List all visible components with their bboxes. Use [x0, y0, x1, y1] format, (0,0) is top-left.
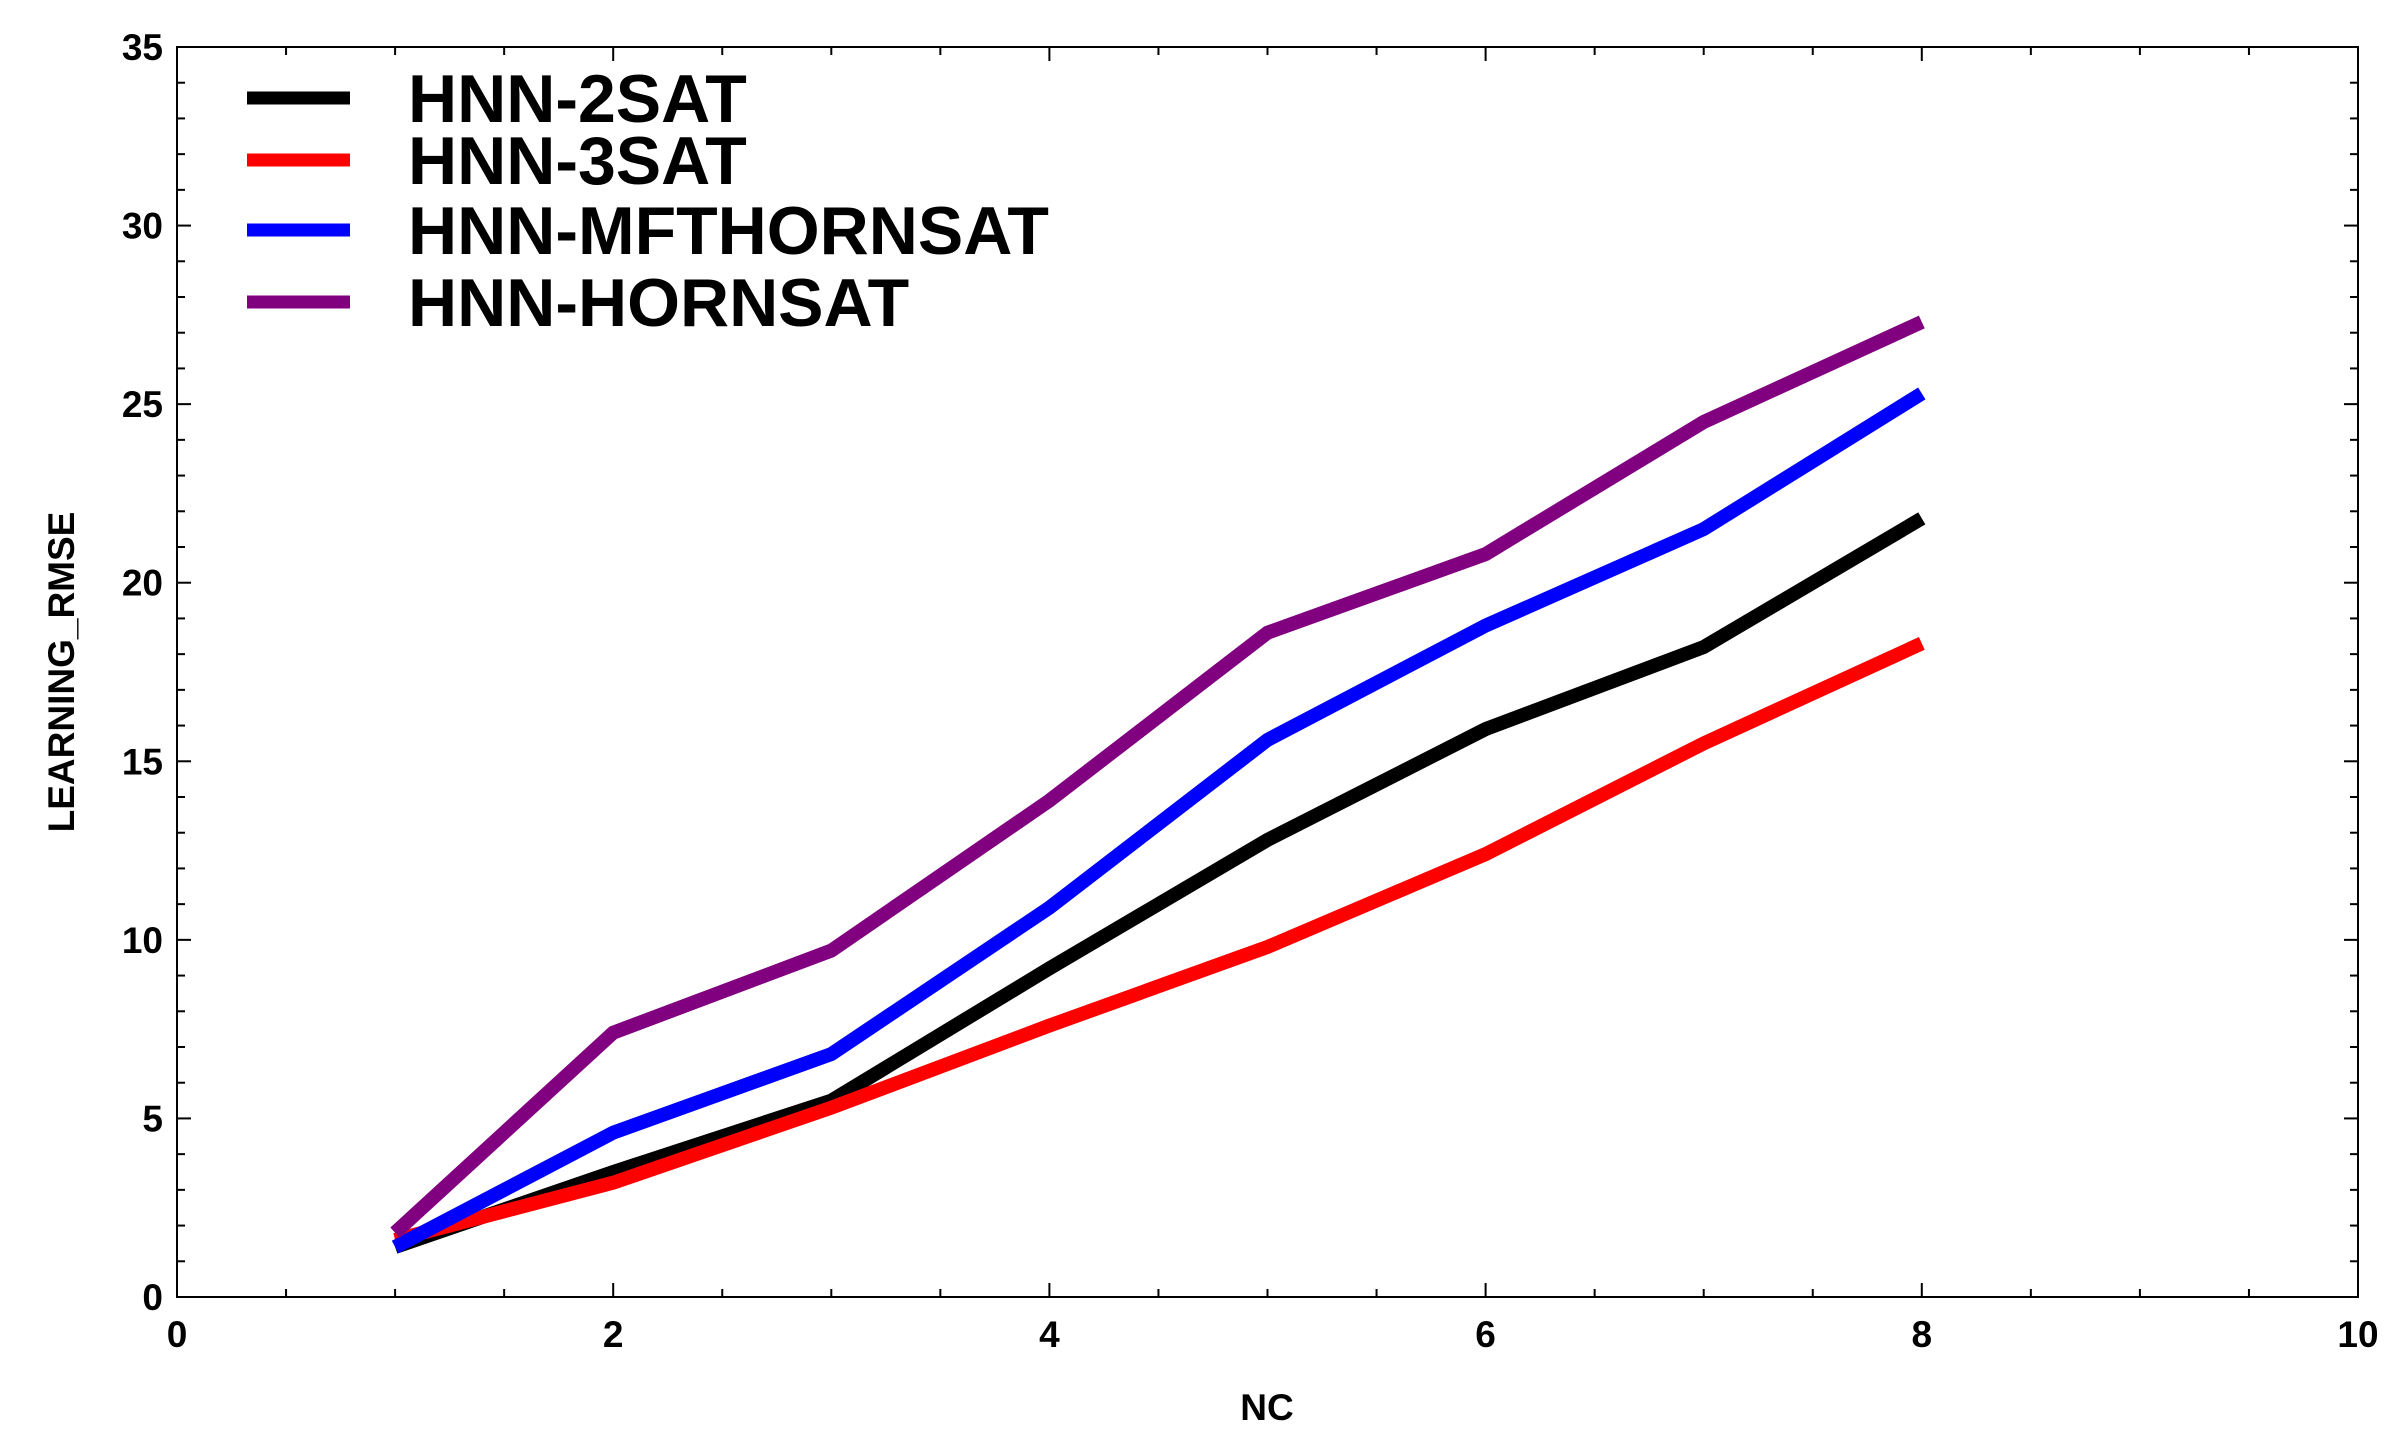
y-tick-label: 15 [122, 741, 163, 782]
x-tick-label: 0 [167, 1314, 188, 1355]
y-tick-label: 25 [122, 384, 163, 425]
y-axis-label: LEARNING_RMSE [41, 512, 82, 833]
x-tick-label: 6 [1475, 1314, 1496, 1355]
x-tick-label: 2 [603, 1314, 624, 1355]
x-tick-label: 8 [1912, 1314, 1933, 1355]
legend-label: HNN-MFTHORNSAT [408, 193, 1049, 269]
series-lines [390, 315, 1926, 1254]
minor-ticks [176, 46, 2359, 1298]
x-tick-label: 10 [2337, 1314, 2378, 1355]
legend-label: HNN-3SAT [408, 123, 747, 199]
y-tick-label: 0 [142, 1277, 163, 1318]
series-line-hnn-2sat [392, 512, 1926, 1254]
series-line-hnn-mfthornsat [391, 387, 1926, 1254]
x-axis-label: NC [1240, 1387, 1293, 1428]
series-line-hnn-3sat [393, 637, 1925, 1247]
y-tick-label: 30 [122, 206, 163, 247]
x-tick-label: 4 [1039, 1314, 1060, 1355]
y-tick-label: 5 [142, 1098, 163, 1139]
legend: HNN-2SATHNN-3SATHNN-MFTHORNSATHNN-HORNSA… [247, 61, 1049, 341]
series-line-hnn-hornsat [390, 315, 1925, 1238]
legend-label: HNN-HORNSAT [408, 265, 909, 341]
y-tick-label: 20 [122, 563, 163, 604]
y-axis-ticks: 0 5 10 15 20 25 30 35 [122, 27, 163, 1318]
legend-label: HNN-2SAT [408, 61, 747, 137]
y-tick-label: 10 [122, 920, 163, 961]
y-tick-label: 35 [122, 27, 163, 68]
x-axis-ticks: 0 2 4 6 8 10 [167, 1314, 2379, 1355]
